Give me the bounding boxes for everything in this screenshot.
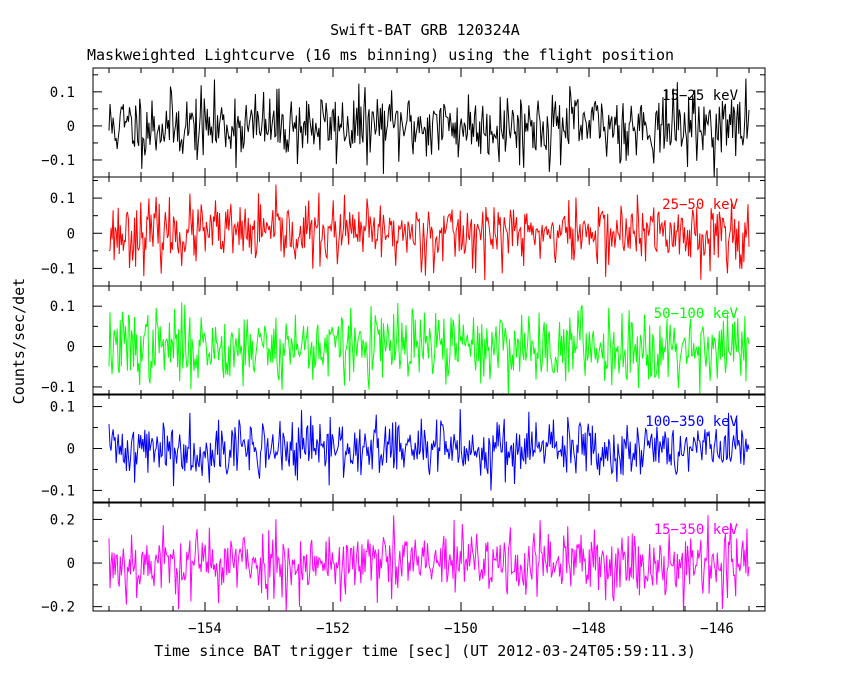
- series-line-1: [108, 78, 750, 178]
- panel-2: −0.1 0 0.1 25−50 keV: [41, 176, 766, 287]
- y-tick-label: 0: [67, 442, 75, 458]
- y-tick-label: −0.2: [41, 600, 75, 616]
- y-tick-label: 0: [67, 226, 75, 242]
- x-tick-label: −152: [316, 621, 350, 637]
- panel-1: −0.1 0 0.1 15−25 keV: [41, 67, 766, 178]
- x-axis-label: Time since BAT trigger time [sec] (UT 20…: [154, 642, 696, 660]
- y-tick-label: −0.1: [41, 261, 75, 277]
- series-line-2: [108, 184, 750, 281]
- y-tick-label: −0.1: [41, 380, 75, 396]
- panels-group: −0.1 0 0.1 15−25 keV −0.1 0 0.1 25−50 keV −0.1 0 0…: [41, 67, 766, 616]
- x-tick-label: −148: [572, 621, 606, 637]
- y-tick-label: 0.1: [50, 191, 75, 207]
- x-tick-label: −146: [700, 621, 734, 637]
- y-axis-label: Counts/sec/det: [10, 278, 28, 404]
- band-label: 15−350 keV: [654, 522, 739, 538]
- panel-3: −0.1 0 0.1 50−100 keV: [41, 285, 766, 396]
- y-tick-label: 0.1: [50, 85, 75, 101]
- band-label: 25−50 keV: [662, 197, 738, 213]
- y-tick-label: 0: [67, 556, 75, 572]
- series-line-3: [108, 302, 750, 396]
- chart-subtitle: Maskweighted Lightcurve (16 ms binning) …: [87, 46, 674, 64]
- x-tick-label: −150: [444, 621, 478, 637]
- y-tick-label: 0: [67, 119, 75, 135]
- y-tick-label: 0.1: [50, 400, 75, 416]
- x-tick-label: −154: [188, 621, 222, 637]
- y-tick-label: 0.1: [50, 299, 75, 315]
- panel-4: −0.1 0 0.1 100−350 keV: [41, 393, 766, 504]
- band-label: 100−350 keV: [645, 414, 738, 430]
- series-line-5: [108, 515, 750, 612]
- band-label: 15−25 keV: [662, 88, 738, 104]
- band-label: 50−100 keV: [654, 306, 739, 322]
- series-line-4: [108, 409, 750, 491]
- y-tick-label: −0.1: [41, 153, 75, 169]
- panel-5: −0.2 0 0.2 15−350 keV: [41, 501, 766, 616]
- y-tick-label: −0.1: [41, 483, 75, 499]
- y-tick-label: 0.2: [50, 512, 75, 528]
- y-tick-label: 0: [67, 340, 75, 356]
- x-axis: −154 −152 −150 −148 −146: [188, 621, 734, 637]
- chart-title: Swift-BAT GRB 120324A: [330, 21, 520, 39]
